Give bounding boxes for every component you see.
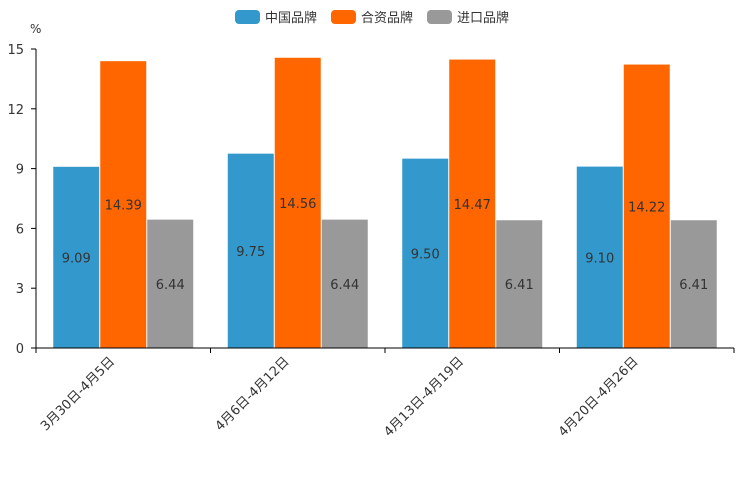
legend: 中国品牌 合资品牌 进口品牌 [0,7,744,26]
bar [670,220,717,348]
data-label: 14.39 [105,199,142,214]
x-tick-label: 4月6日-4月12日 [213,354,293,434]
bar [321,219,368,348]
data-label: 9.10 [585,251,614,266]
bar [402,158,449,348]
data-label: 6.41 [679,278,708,293]
data-label: 6.44 [330,278,359,293]
data-label: 6.41 [505,278,534,293]
data-label: 9.09 [62,251,91,266]
y-tick-label: 0 [16,342,24,357]
y-tick-label: 3 [16,282,24,297]
legend-label-joint-venture-brand: 合资品牌 [360,11,413,26]
y-axis-unit: % [30,22,42,36]
legend-swatch-china-brand [234,9,260,24]
legend-item-imported-brand[interactable]: 进口品牌 [427,7,509,26]
bar [53,166,100,348]
y-tick-label: 6 [16,222,24,237]
legend-swatch-joint-venture-brand [330,9,356,24]
y-tick-label: 15 [7,43,24,58]
y-tick-label: 9 [16,163,24,178]
bar [576,166,623,348]
bar [227,153,274,348]
legend-item-joint-venture-brand[interactable]: 合资品牌 [330,7,413,26]
bar [623,64,670,348]
legend-swatch-imported-brand [427,9,452,24]
data-label: 9.50 [411,247,440,262]
x-tick-label: 4月20日-4月26日 [556,354,642,440]
bar [100,61,147,348]
data-label: 14.47 [454,198,491,213]
bar [274,57,321,349]
legend-label-imported-brand: 进口品牌 [457,11,510,26]
y-tick-label: 12 [7,103,24,118]
data-label: 6.44 [156,278,185,293]
bar [147,219,194,348]
data-label: 14.22 [628,200,665,215]
data-label: 9.75 [236,245,265,260]
legend-item-china-brand[interactable]: 中国品牌 [234,7,317,26]
legend-label-china-brand: 中国品牌 [264,11,317,26]
bar [449,59,496,348]
x-tick-label: 4月13日-4月19日 [381,354,467,440]
bar [496,220,543,348]
data-label: 14.56 [279,197,316,212]
x-tick-label: 3月30日-4月5日 [38,354,118,434]
